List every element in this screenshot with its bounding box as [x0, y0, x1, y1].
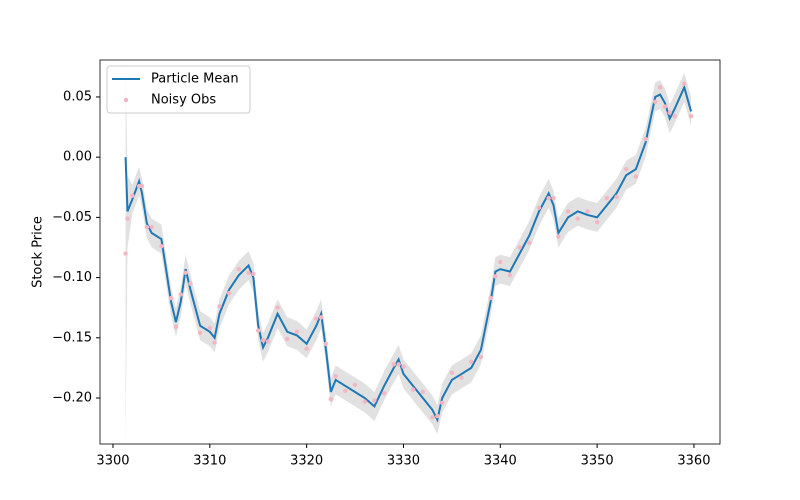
obs-point [556, 234, 561, 239]
x-tick-label: 3310 [193, 454, 226, 469]
obs-point [265, 339, 271, 344]
obs-point [565, 209, 571, 214]
obs-point [372, 398, 377, 403]
obs-point [672, 114, 677, 119]
obs-point [123, 251, 128, 256]
obs-point [507, 272, 513, 278]
mean-line [124, 84, 693, 423]
obs-point [551, 195, 556, 201]
y-tick-label: 0.05 [63, 89, 92, 104]
obs-point [488, 295, 493, 301]
obs-point [275, 305, 280, 310]
obs-point [318, 315, 324, 320]
obs-point [391, 362, 396, 367]
obs-point [197, 330, 203, 336]
obs-point [435, 413, 440, 419]
obs-point [188, 281, 193, 286]
obs-point [662, 104, 668, 109]
obs-point [294, 329, 300, 334]
obs-point [439, 400, 445, 406]
obs-point [328, 397, 334, 402]
obs-point [667, 110, 672, 115]
x-tick-label: 3340 [484, 454, 517, 469]
y-tick-label: −0.15 [52, 330, 92, 345]
obs-point [469, 359, 474, 365]
obs-point [575, 216, 580, 221]
obs-point [688, 114, 694, 119]
obs-point [594, 219, 600, 225]
obs-point [168, 295, 174, 301]
obs-point [657, 85, 663, 90]
y-tick-label: 0.00 [63, 150, 92, 165]
obs-point [256, 328, 261, 333]
obs-point [149, 224, 154, 230]
obs-point [251, 271, 256, 277]
obs-point [159, 244, 164, 249]
x-tick-label: 3350 [581, 454, 614, 469]
legend: Particle Mean Noisy Obs [106, 65, 251, 114]
obs-point [498, 259, 503, 265]
obs-point [633, 174, 639, 179]
obs-point [260, 338, 266, 343]
obs-point [585, 209, 590, 214]
legend-swatch [123, 97, 129, 103]
obs-point [410, 387, 416, 392]
x-tick-label: 3320 [290, 454, 323, 469]
obs-point [144, 224, 150, 230]
obs-point [478, 354, 484, 360]
y-tick-label: −0.10 [52, 270, 92, 285]
obs-point [536, 205, 542, 210]
y-tick-label: −0.20 [52, 391, 92, 406]
obs-point [420, 389, 426, 395]
obs-point [183, 270, 188, 275]
obs-point [430, 415, 435, 420]
obs-point [178, 292, 183, 297]
plot-area [123, 60, 694, 444]
obs-point [304, 346, 309, 351]
obs-point [381, 390, 387, 396]
obs-point [517, 245, 522, 250]
obs-point [493, 274, 498, 279]
y-tick-label: −0.05 [52, 210, 92, 225]
obs-point [323, 341, 329, 347]
obs-point [212, 340, 217, 345]
obs-point [459, 375, 464, 380]
obs-point [217, 304, 222, 309]
obs-point [352, 382, 358, 387]
uncertainty-band [125, 60, 692, 444]
obs-point [207, 325, 213, 331]
obs-point [614, 194, 619, 200]
obs-point [125, 216, 130, 221]
obs-point [343, 388, 348, 393]
legend-box [106, 65, 251, 114]
obs-point [139, 183, 145, 189]
x-tick-label: 3360 [677, 454, 710, 469]
plot-frame [99, 59, 721, 445]
legend-label: Particle Mean [151, 72, 239, 87]
obs-point [246, 270, 251, 275]
obs-point [527, 240, 532, 245]
obs-point [362, 399, 367, 404]
obs-point [314, 316, 319, 321]
obs-point [236, 266, 242, 272]
obs-point [173, 324, 179, 330]
obs-point [682, 81, 687, 86]
obs-point [285, 336, 290, 342]
obs-point [333, 374, 338, 379]
obs-point [130, 193, 135, 198]
obs-point [546, 195, 551, 201]
x-tick-label: 3330 [387, 454, 420, 469]
obs-point [396, 362, 401, 367]
y-axis-label: Stock Price [31, 216, 46, 288]
obs-point [449, 370, 455, 375]
x-tick-label: 3300 [96, 454, 129, 469]
obs-point [623, 167, 629, 172]
obs-point [653, 99, 658, 104]
legend-label: Noisy Obs [151, 93, 216, 108]
obs-point [401, 364, 406, 369]
obs-point [643, 136, 648, 142]
obs-point [226, 291, 232, 296]
obs-point [604, 195, 610, 201]
